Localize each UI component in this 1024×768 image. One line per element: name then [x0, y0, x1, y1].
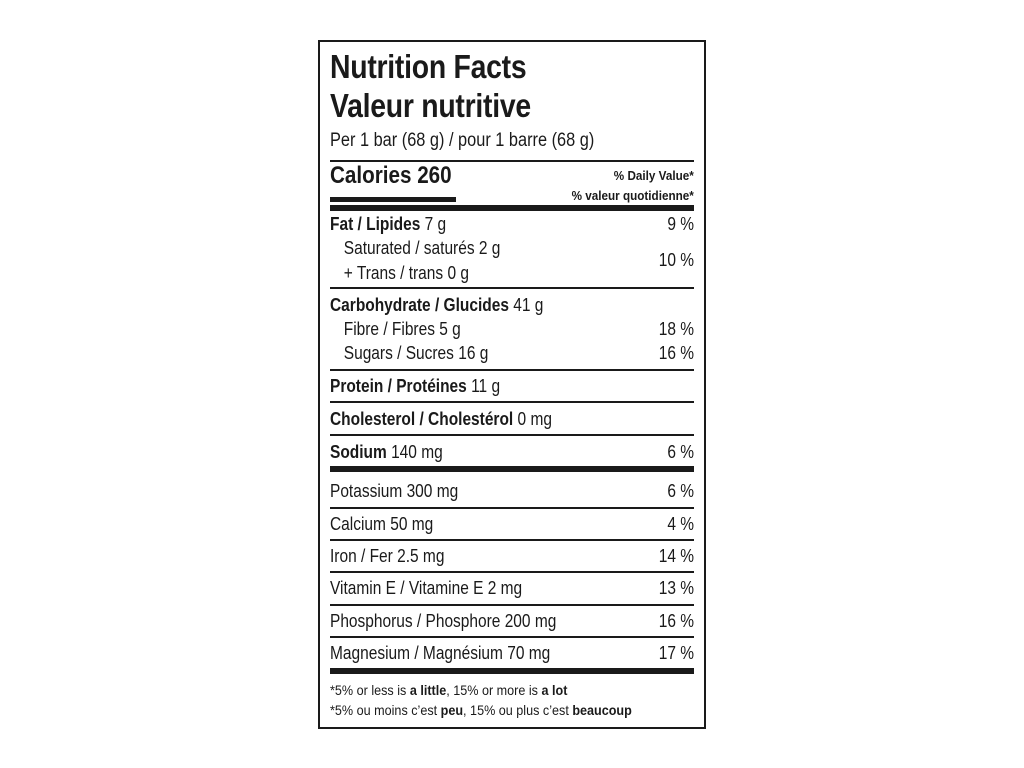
cholesterol-label: Cholesterol / Cholestérol: [330, 408, 514, 429]
magnesium-dv: 17 %: [658, 642, 694, 663]
divider: [330, 539, 694, 541]
mineral-row-magnesium: Magnesium / Magnésium 70 mg 17 %: [330, 641, 694, 665]
saturated-trans-dv: 10 %: [658, 250, 694, 270]
carbohydrate-amount: 41 g: [513, 294, 544, 315]
mineral-row-potassium: Potassium 300 mg 6 %: [330, 479, 694, 503]
divider: [330, 287, 694, 289]
footnote-en-emphasis: a lot: [541, 682, 568, 698]
footnote-fr-emphasis: beaucoup: [572, 702, 632, 718]
trans-label: + Trans / trans: [343, 262, 444, 283]
sodium-dv: 6 %: [667, 441, 694, 462]
fat-dv: 9 %: [667, 213, 694, 234]
divider: [330, 636, 694, 638]
footnote-fr-part: , 15% ou plus c’est: [463, 702, 573, 718]
footnote-fr-emphasis: peu: [440, 702, 464, 718]
cholesterol-row: Cholesterol / Cholestérol 0 mg: [330, 407, 694, 431]
sugars-label: Sugars / Sucres: [343, 342, 454, 363]
fat-label: Fat / Lipides: [330, 213, 421, 234]
potassium-dv: 6 %: [667, 480, 694, 501]
fibre-label: Fibre / Fibres: [343, 318, 435, 339]
calories-value: 260: [417, 162, 452, 189]
calcium-label: Calcium 50 mg: [330, 513, 434, 534]
divider: [330, 369, 694, 371]
fibre-row: Fibre / Fibres 5 g 18 %: [330, 317, 694, 341]
phosphorus-label: Phosphorus / Phosphore 200 mg: [330, 610, 557, 631]
cholesterol-amount: 0 mg: [517, 408, 552, 429]
fat-row: Fat / Lipides 7 g 9 %: [330, 212, 694, 236]
mineral-row-iron: Iron / Fer 2.5 mg 14 %: [330, 544, 694, 568]
mineral-row-calcium: Calcium 50 mg 4 %: [330, 512, 694, 536]
protein-label: Protein / Protéines: [330, 375, 467, 396]
fibre-dv: 18 %: [658, 318, 694, 339]
divider-thick: [330, 466, 694, 472]
saturated-amount: 2 g: [478, 237, 501, 258]
label-content: Nutrition Facts Valeur nutritive Per 1 b…: [330, 42, 694, 727]
sugars-amount: 16 g: [458, 342, 489, 363]
divider: [330, 160, 694, 162]
dv-header-fr: % valeur quotidienne: [571, 188, 690, 203]
dv-header-en: % Daily Value: [613, 168, 690, 183]
divider: [330, 401, 694, 403]
calories-underline: [330, 197, 456, 202]
serving-size: Per 1 bar (68 g) / pour 1 barre (68 g): [330, 130, 595, 151]
asterisk: *: [689, 188, 694, 203]
calories: Calories 260: [330, 162, 452, 190]
divider: [330, 571, 694, 573]
carbohydrate-row: Carbohydrate / Glucides 41 g: [330, 293, 694, 317]
divider-thick: [330, 205, 694, 211]
daily-value-header: % Daily Value* % valeur quotidienne*: [572, 166, 694, 206]
sodium-row: Sodium 140 mg 6 %: [330, 440, 694, 464]
footnote-en-part: *5% or less is: [330, 682, 410, 698]
divider-thick: [330, 668, 694, 674]
vitamin-e-dv: 13 %: [658, 577, 694, 598]
title-french: Valeur nutritive: [330, 87, 531, 124]
iron-label: Iron / Fer 2.5 mg: [330, 545, 445, 566]
divider: [330, 507, 694, 509]
sodium-amount: 140 mg: [391, 441, 443, 462]
footnote-en-emphasis: a little: [409, 682, 447, 698]
footnote-french: *5% ou moins c’est peu, 15% ou plus c’es…: [330, 702, 632, 718]
sugars-row: Sugars / Sucres 16 g 16 %: [330, 341, 694, 365]
mineral-row-vitamin-e: Vitamin E / Vitamine E 2 mg 13 %: [330, 576, 694, 600]
vitamin-e-label: Vitamin E / Vitamine E 2 mg: [330, 577, 523, 598]
saturated-row: Saturated / saturés 2 g: [330, 236, 694, 260]
trans-amount: 0 g: [447, 262, 469, 283]
sugars-dv: 16 %: [658, 342, 694, 363]
mineral-row-phosphorus: Phosphorus / Phosphore 200 mg 16 %: [330, 609, 694, 633]
footnote-en-part: , 15% or more is: [446, 682, 542, 698]
carbohydrate-label: Carbohydrate / Glucides: [330, 294, 509, 315]
iron-dv: 14 %: [658, 545, 694, 566]
trans-row: + Trans / trans 0 g: [330, 261, 694, 285]
fat-amount: 7 g: [424, 213, 447, 234]
title-english: Nutrition Facts: [330, 48, 527, 85]
saturated-label: Saturated / saturés: [343, 237, 475, 258]
footnote-fr-part: *5% ou moins c’est: [330, 702, 441, 718]
potassium-label: Potassium 300 mg: [330, 480, 459, 501]
nutrition-facts-label: Nutrition Facts Valeur nutritive Per 1 b…: [318, 40, 706, 729]
fibre-amount: 5 g: [439, 318, 461, 339]
calcium-dv: 4 %: [667, 513, 694, 534]
sodium-label: Sodium: [330, 441, 387, 462]
footnote-english: *5% or less is a little, 15% or more is …: [330, 682, 567, 698]
protein-amount: 11 g: [471, 375, 501, 396]
divider: [330, 434, 694, 436]
magnesium-label: Magnesium / Magnésium 70 mg: [330, 642, 551, 663]
calories-label: Calories: [330, 162, 412, 189]
phosphorus-dv: 16 %: [658, 610, 694, 631]
protein-row: Protein / Protéines 11 g: [330, 374, 694, 398]
asterisk: *: [689, 168, 694, 183]
divider: [330, 604, 694, 606]
